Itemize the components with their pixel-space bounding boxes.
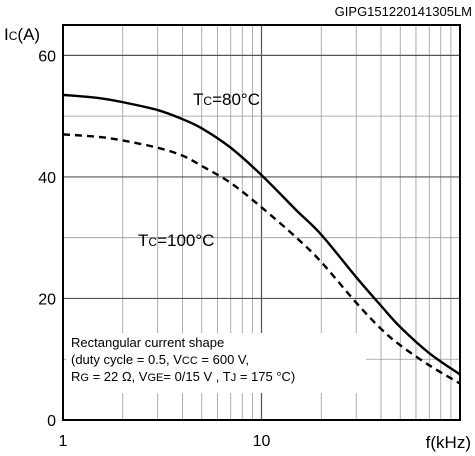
series-label-80: TC=80°C xyxy=(193,90,260,109)
ann3-part-3: GE xyxy=(147,372,163,384)
series-label-100-rest: =100°C xyxy=(157,231,214,250)
annotation-line-2: (duty cycle = 0.5, VCC = 600 V, xyxy=(71,352,249,367)
ann3-part-5: J xyxy=(231,372,237,384)
series-label-100-sub: C xyxy=(148,235,157,249)
series-label-80-sub: C xyxy=(203,94,212,108)
annotation-line-1: Rectangular current shape xyxy=(71,335,224,350)
plot-frame xyxy=(62,24,461,421)
annotation-box xyxy=(66,333,366,393)
x-axis-label: f(kHz) xyxy=(426,433,471,452)
ann3-part-2: = 22 Ω, V xyxy=(89,369,148,384)
y-axis-label-main: I xyxy=(4,25,9,44)
ann3-part-1: G xyxy=(80,372,89,384)
y-tick-label: 0 xyxy=(47,413,56,430)
ann3-part-6: = 175 °C) xyxy=(236,369,295,384)
series-label-80-main: T xyxy=(193,90,203,109)
y-tick-label: 20 xyxy=(38,291,56,308)
series-line-0 xyxy=(62,93,461,376)
y-axis-label: IC(A) xyxy=(4,25,40,44)
annotation-line-3: RG = 22 Ω, VGE= 0/15 V , TJ = 175 °C) xyxy=(71,369,295,384)
series-label-100: TC=100°C xyxy=(138,231,214,250)
y-axis-label-unit: (A) xyxy=(17,25,40,44)
y-axis-label-sub: C xyxy=(9,29,18,43)
series-label-100-main: T xyxy=(138,231,148,250)
ann3-part-0: R xyxy=(71,369,80,384)
ann2-part-2: = 600 V, xyxy=(198,352,249,367)
x-tick-label: 10 xyxy=(253,433,271,450)
series-group xyxy=(62,93,461,385)
series-line-1 xyxy=(62,133,461,385)
figure-id: GIPG151220141305LM xyxy=(335,4,472,19)
y-tick-label: 40 xyxy=(38,170,56,187)
y-tick-label: 60 xyxy=(38,48,56,65)
tick-labels: 0 20 40 60 1 10 xyxy=(38,48,270,450)
x-tick-label: 1 xyxy=(59,433,68,450)
ann2-part-1: CC xyxy=(182,355,198,367)
ann2-part-0: (duty cycle = 0.5, V xyxy=(71,352,182,367)
series-label-80-rest: =80°C xyxy=(212,90,260,109)
ann3-part-4: = 0/15 V , T xyxy=(163,369,230,384)
